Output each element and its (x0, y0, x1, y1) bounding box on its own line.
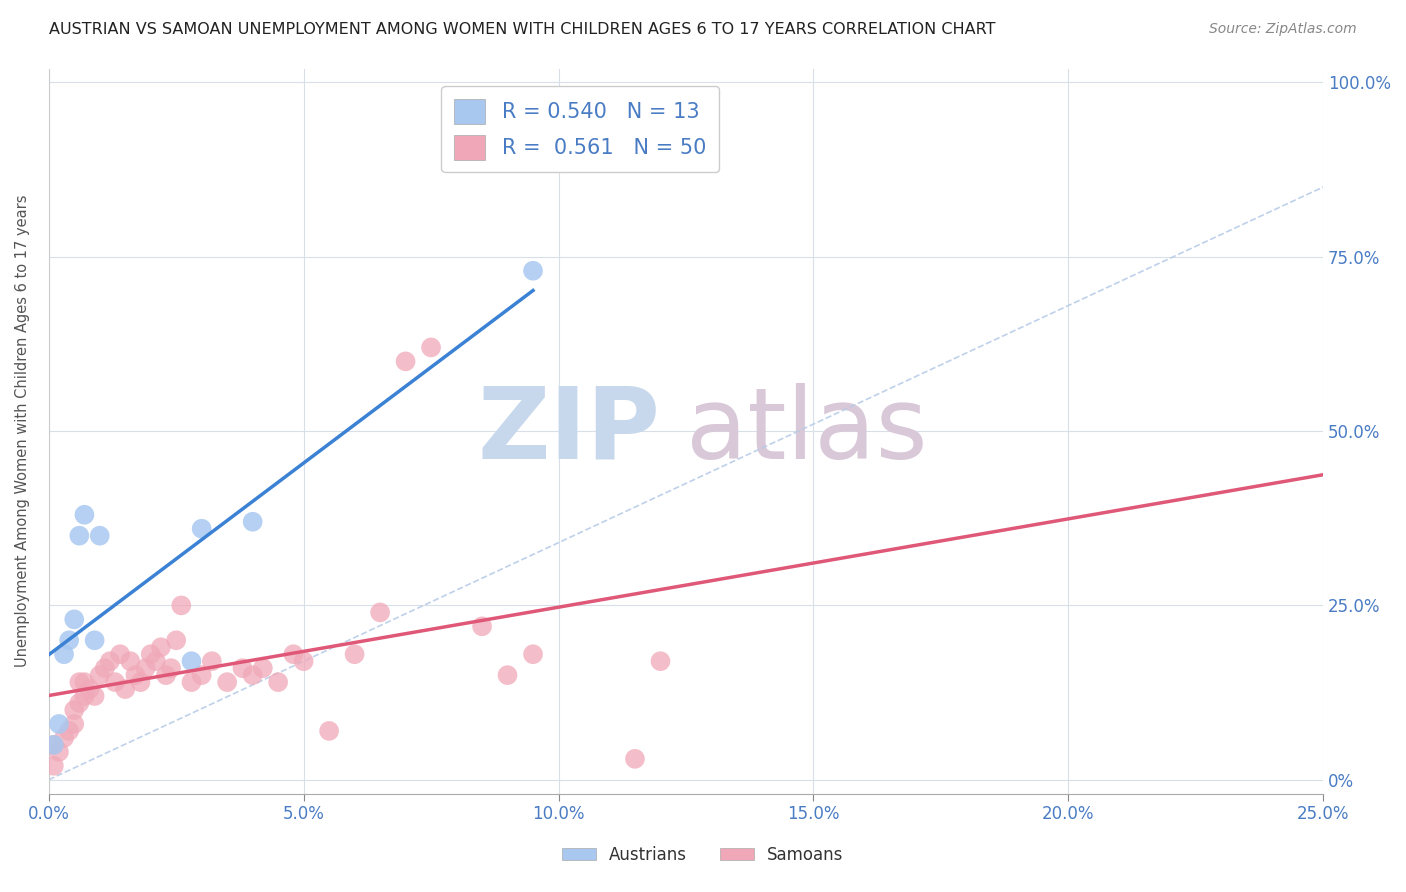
Point (165, 633, 187, 648)
Legend: R = 0.540   N = 13, R =  0.561   N = 50: R = 0.540 N = 13, R = 0.561 N = 50 (441, 87, 718, 172)
Point (104, 675, 127, 690)
Point (124, 668, 146, 682)
Point (58, 723, 80, 738)
Point (48, 717, 70, 731)
Point (180, 675, 202, 690)
Point (170, 599, 193, 613)
Point (42, 738, 65, 752)
Point (496, 668, 519, 682)
Point (73, 689, 96, 703)
Point (471, 619, 494, 633)
Point (98, 654, 121, 668)
Point (83, 689, 105, 703)
Y-axis label: Unemployment Among Women with Children Ages 6 to 17 years: Unemployment Among Women with Children A… (15, 194, 30, 667)
Point (73, 508, 96, 522)
Point (394, 354, 416, 368)
Point (420, 340, 443, 354)
Point (42, 759, 65, 773)
Point (190, 668, 212, 682)
Point (522, 647, 544, 661)
Point (231, 661, 253, 675)
Point (217, 675, 239, 690)
Point (180, 654, 202, 668)
Point (155, 668, 177, 682)
Point (201, 654, 224, 668)
Point (53, 731, 76, 745)
Point (292, 654, 315, 668)
Point (252, 661, 274, 675)
Point (160, 661, 183, 675)
Point (114, 682, 136, 697)
Point (129, 675, 152, 690)
Point (650, 654, 672, 668)
Point (190, 522, 212, 536)
Point (58, 633, 80, 648)
Point (67, 675, 90, 690)
Point (139, 647, 162, 661)
Point (242, 668, 264, 682)
Text: ZIP: ZIP (478, 383, 661, 480)
Text: Source: ZipAtlas.com: Source: ZipAtlas.com (1209, 22, 1357, 37)
Legend: Austrians, Samoans: Austrians, Samoans (555, 839, 851, 871)
Point (108, 647, 131, 661)
Text: AUSTRIAN VS SAMOAN UNEMPLOYMENT AMONG WOMEN WITH CHILDREN AGES 6 TO 17 YEARS COR: AUSTRIAN VS SAMOAN UNEMPLOYMENT AMONG WO… (49, 22, 995, 37)
Point (94, 661, 117, 675)
Point (48, 745, 70, 759)
Point (145, 654, 167, 668)
Point (368, 606, 391, 620)
Point (67, 696, 90, 710)
Point (522, 264, 544, 278)
Point (283, 647, 305, 661)
Point (89, 668, 111, 682)
Point (73, 675, 96, 690)
Point (89, 529, 111, 543)
Point (318, 723, 340, 738)
Point (149, 640, 172, 655)
Point (135, 661, 157, 675)
Point (63, 717, 86, 731)
Point (79, 682, 101, 697)
Point (120, 654, 142, 668)
Point (63, 612, 86, 626)
Point (67, 529, 90, 543)
Point (83, 633, 105, 648)
Point (242, 515, 264, 529)
Point (53, 647, 76, 661)
Text: atlas: atlas (686, 383, 928, 480)
Point (624, 752, 647, 766)
Point (63, 703, 86, 717)
Point (267, 675, 290, 690)
Point (42, 738, 65, 752)
Point (343, 647, 366, 661)
